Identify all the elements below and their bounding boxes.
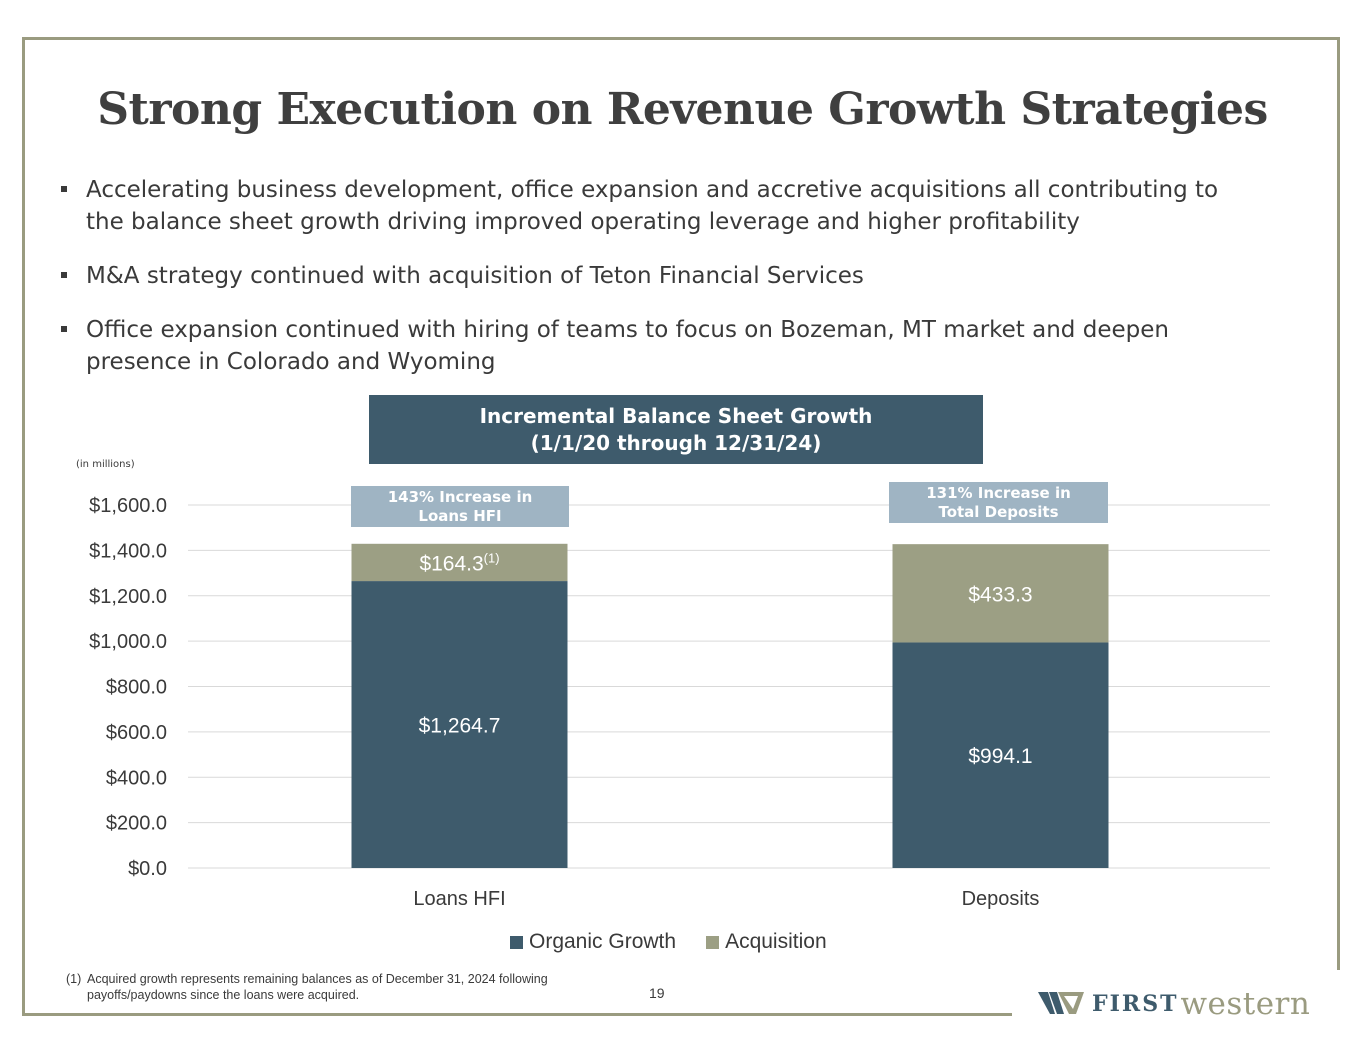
y-tick-label: $200.0 xyxy=(106,813,167,835)
callout-line1: 143% Increase in xyxy=(387,487,533,506)
data-label: $994.1 xyxy=(968,745,1032,768)
slide-frame xyxy=(22,37,1340,1013)
legend-item-organic: Organic Growth xyxy=(510,930,676,954)
footnote-superscript: (1) xyxy=(484,550,500,565)
footnote-number: (1) xyxy=(66,972,82,986)
legend-label: Acquisition xyxy=(725,930,827,953)
bullet-text: Accelerating business development, offic… xyxy=(86,177,1219,235)
chart-title-line2: (1/1/20 through 12/31/24) xyxy=(530,430,822,455)
bar-segment xyxy=(892,544,1109,643)
legend-item-acquisition: Acquisition xyxy=(706,930,827,954)
y-tick-label: $1,600.0 xyxy=(89,495,167,517)
company-logo: FIRST western xyxy=(1038,986,1310,1022)
chart-title-box: Incremental Balance Sheet Growth (1/1/20… xyxy=(369,395,983,464)
page-number: 19 xyxy=(649,985,665,1001)
callout-line2: Loans HFI xyxy=(418,506,502,525)
bar-segment xyxy=(892,642,1109,868)
legend-swatch xyxy=(706,935,720,949)
data-label: $1,264.7 xyxy=(419,715,501,738)
x-category-label: Loans HFI xyxy=(413,888,505,910)
logo-text-western: western xyxy=(1180,986,1311,1022)
legend-swatch xyxy=(510,935,523,949)
bullet-item: Accelerating business development, offic… xyxy=(58,174,1258,238)
y-tick-label: $1,400.0 xyxy=(89,540,167,562)
footnote: (1) Acquired growth represents remaining… xyxy=(66,971,626,1003)
y-tick-label: $600.0 xyxy=(106,722,167,744)
frame-gap xyxy=(1337,970,1345,1020)
frame-bottom-rule xyxy=(22,1013,1012,1016)
category-labels: Loans HFI Deposits xyxy=(413,888,1039,910)
bar-segment xyxy=(351,581,568,868)
bullet-square-icon xyxy=(61,272,67,278)
chart-legend: Organic Growth Acquisition xyxy=(510,930,827,954)
callout-deposits: 131% Increase in Total Deposits xyxy=(889,482,1108,523)
y-tick-label: $400.0 xyxy=(106,767,167,789)
bullet-item: M&A strategy continued with acquisition … xyxy=(58,260,1258,292)
y-tick-label: $800.0 xyxy=(106,677,167,699)
legend-label: Organic Growth xyxy=(529,930,677,953)
callout-line1: 131% Increase in xyxy=(926,483,1071,502)
page-title: Strong Execution on Revenue Growth Strat… xyxy=(97,84,1268,135)
bar-segment xyxy=(351,543,568,582)
y-tick-label: $1,200.0 xyxy=(89,586,167,608)
bullet-square-icon xyxy=(61,326,67,332)
footnote-text: Acquired growth represents remaining bal… xyxy=(87,972,548,1002)
x-category-label: Deposits xyxy=(962,888,1040,910)
logo-mark-icon xyxy=(1038,992,1084,1014)
y-axis-ticks: $0.0 $200.0 $400.0 $600.0 $800.0 $1,000.0 $1,2… xyxy=(89,495,167,880)
bullet-text: Office expansion continued with hiring o… xyxy=(86,317,1169,375)
bullet-text: M&A strategy continued with acquisition … xyxy=(86,263,864,289)
data-label: $433.3 xyxy=(968,583,1032,606)
y-tick-label: $0.0 xyxy=(128,858,167,880)
callout-loans: 143% Increase in Loans HFI xyxy=(351,486,569,527)
chart-title-line1: Incremental Balance Sheet Growth xyxy=(479,403,873,428)
bullet-square-icon xyxy=(61,186,67,192)
bullet-list: Accelerating business development, offic… xyxy=(58,174,1258,400)
y-tick-label: $1,000.0 xyxy=(89,631,167,653)
logo-text-first: FIRST xyxy=(1092,991,1179,1017)
bullet-item: Office expansion continued with hiring o… xyxy=(58,314,1258,378)
bars: $1,264.7$164.3(1)$994.1$433.3 xyxy=(351,543,1109,868)
callout-line2: Total Deposits xyxy=(938,502,1059,521)
units-note: (in millions) xyxy=(76,459,135,470)
